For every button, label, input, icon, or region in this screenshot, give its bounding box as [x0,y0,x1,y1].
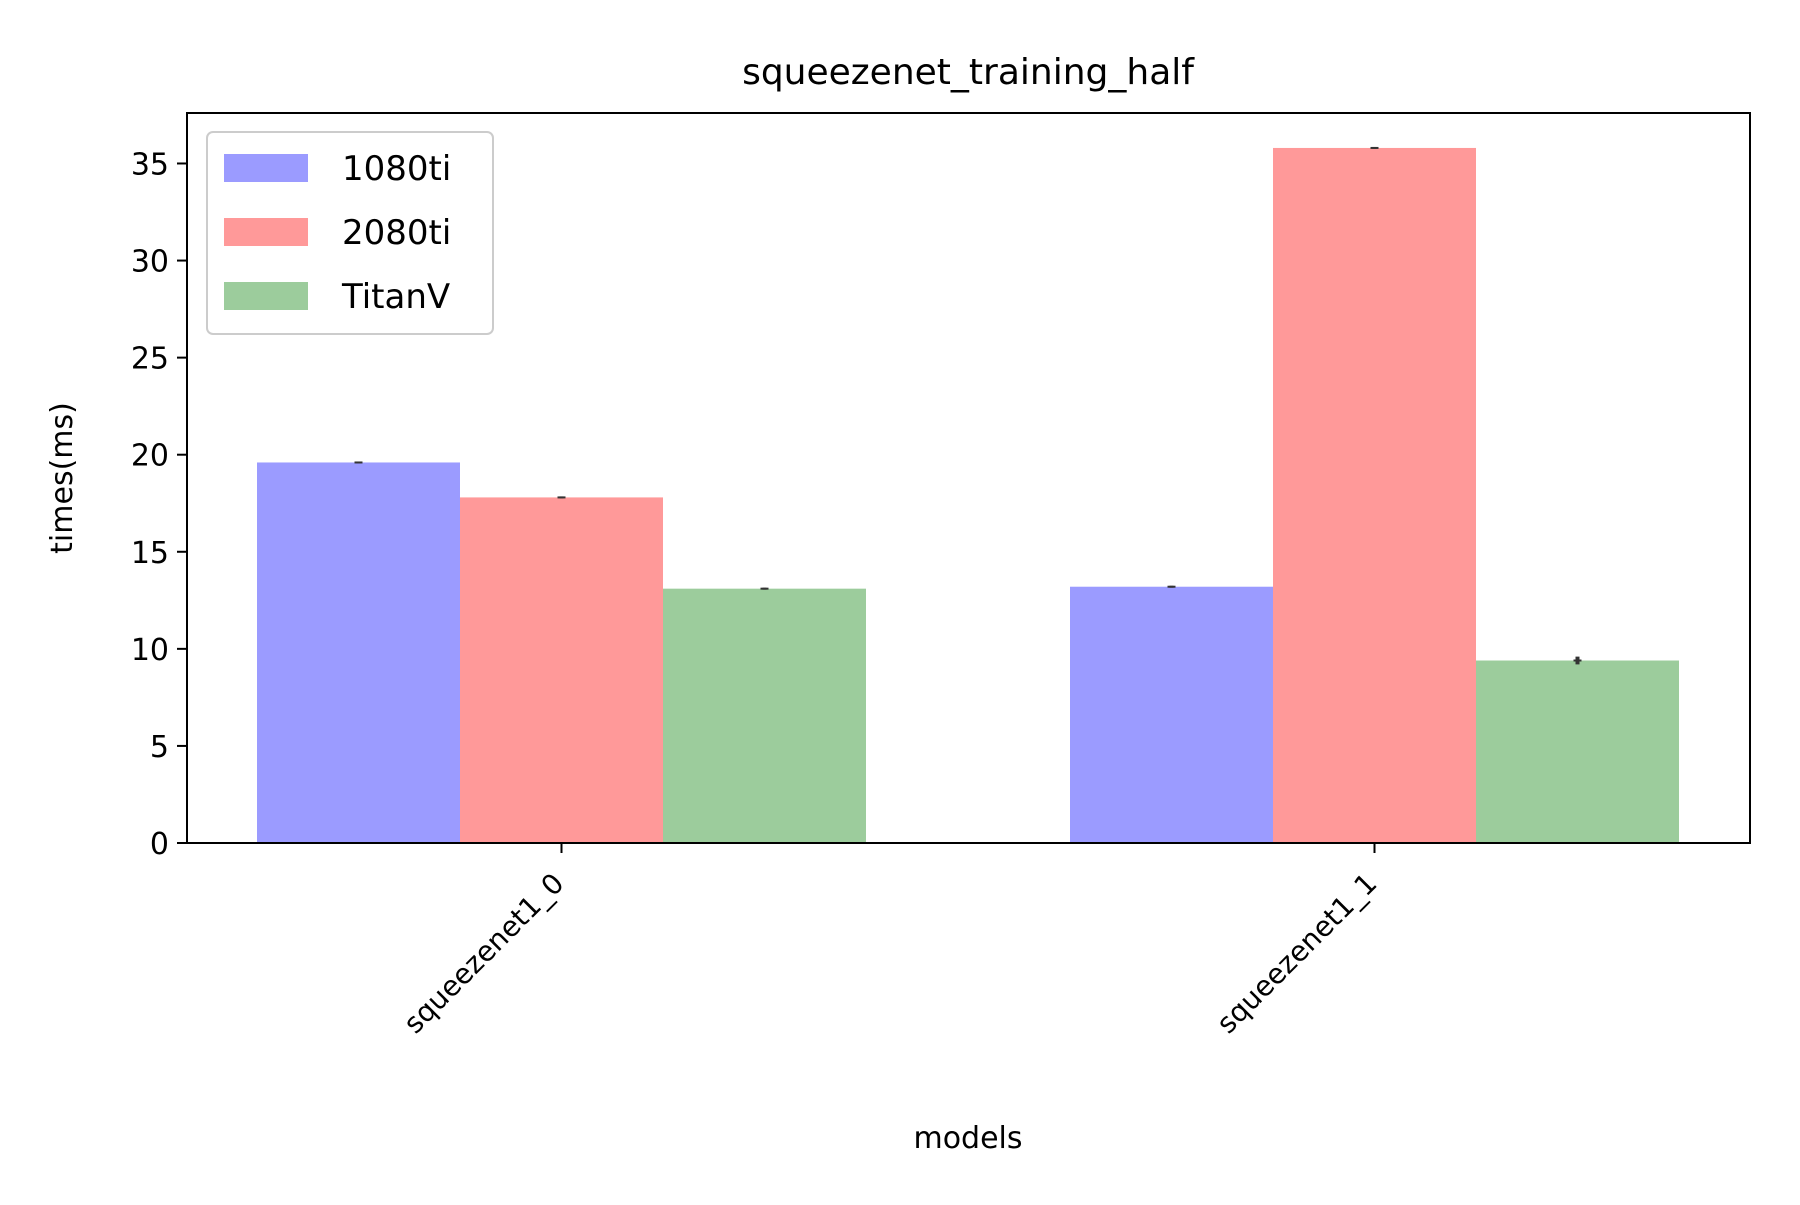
x-tick-label: squeezenet1_0 [397,867,570,1040]
bar-2080ti-squeezenet1-0 [460,497,663,843]
bar-titanv-squeezenet1-0 [663,588,866,843]
y-tick-label: 15 [131,536,169,571]
error-bars-layer [354,146,1582,665]
plot-frame [186,112,1751,844]
chart-title: squeezenet_training_half [742,52,1195,93]
y-axis: 0 5 10 15 20 25 30 35 [131,147,187,862]
legend-label-1080ti: 1080ti [342,149,451,189]
y-axis-label: times(ms) [45,402,80,554]
bar-2080ti-squeezenet1-1 [1273,147,1476,844]
legend: 1080ti 2080ti TitanV [206,131,494,335]
legend-swatch-titanv [224,282,308,310]
bar-1080ti-squeezenet1-1 [1070,586,1273,843]
legend-swatch-1080ti [224,154,308,182]
bar-1080ti-squeezenet1-0 [257,462,460,843]
bar-titanv-squeezenet1-1 [1476,660,1679,843]
legend-label-2080ti: 2080ti [342,213,451,253]
y-tick-label: 30 [131,245,169,280]
legend-label-titanv: TitanV [341,277,450,317]
legend-swatch-2080ti [224,218,308,246]
bars-layer [257,147,1679,844]
x-axis: squeezenet1_0 squeezenet1_1 [397,843,1383,1040]
y-tick-label: 20 [131,439,169,474]
x-tick-label: squeezenet1_1 [1210,867,1383,1040]
y-tick-label: 10 [131,633,169,668]
y-tick-label: 5 [150,730,169,765]
y-tick-label: 0 [150,827,169,862]
y-tick-label: 25 [131,342,169,377]
y-tick-label: 35 [131,147,169,182]
x-axis-label: models [913,1121,1022,1156]
